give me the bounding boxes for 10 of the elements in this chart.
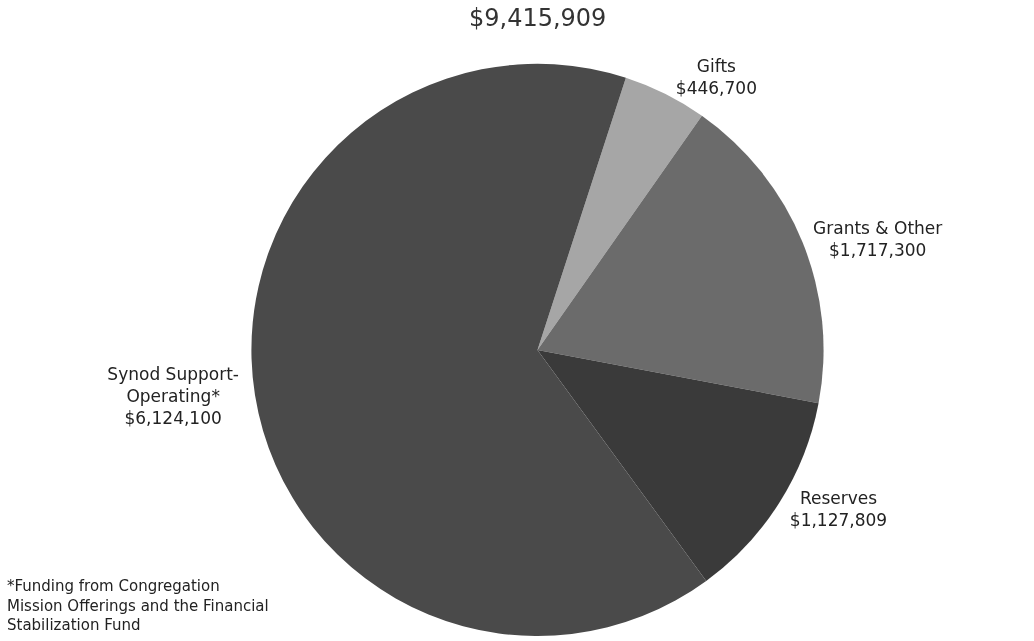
data-label: $6,124,100 xyxy=(124,407,222,428)
text: *Funding from Congregation Mission Offerings and the Financial Stabilization Fund xyxy=(7,577,269,634)
slice-label: Reserves xyxy=(799,487,878,508)
slice-label: Gifts xyxy=(696,56,737,77)
data-label: $1,717,300 xyxy=(829,240,927,261)
slice-label: Synod Support- Operating* xyxy=(107,363,239,406)
chart-title: $9,415,909 xyxy=(468,4,607,33)
data-label: $1,127,809 xyxy=(789,509,888,530)
slice-label: Grants & Other xyxy=(813,218,943,239)
data-label: $446,700 xyxy=(675,78,757,99)
